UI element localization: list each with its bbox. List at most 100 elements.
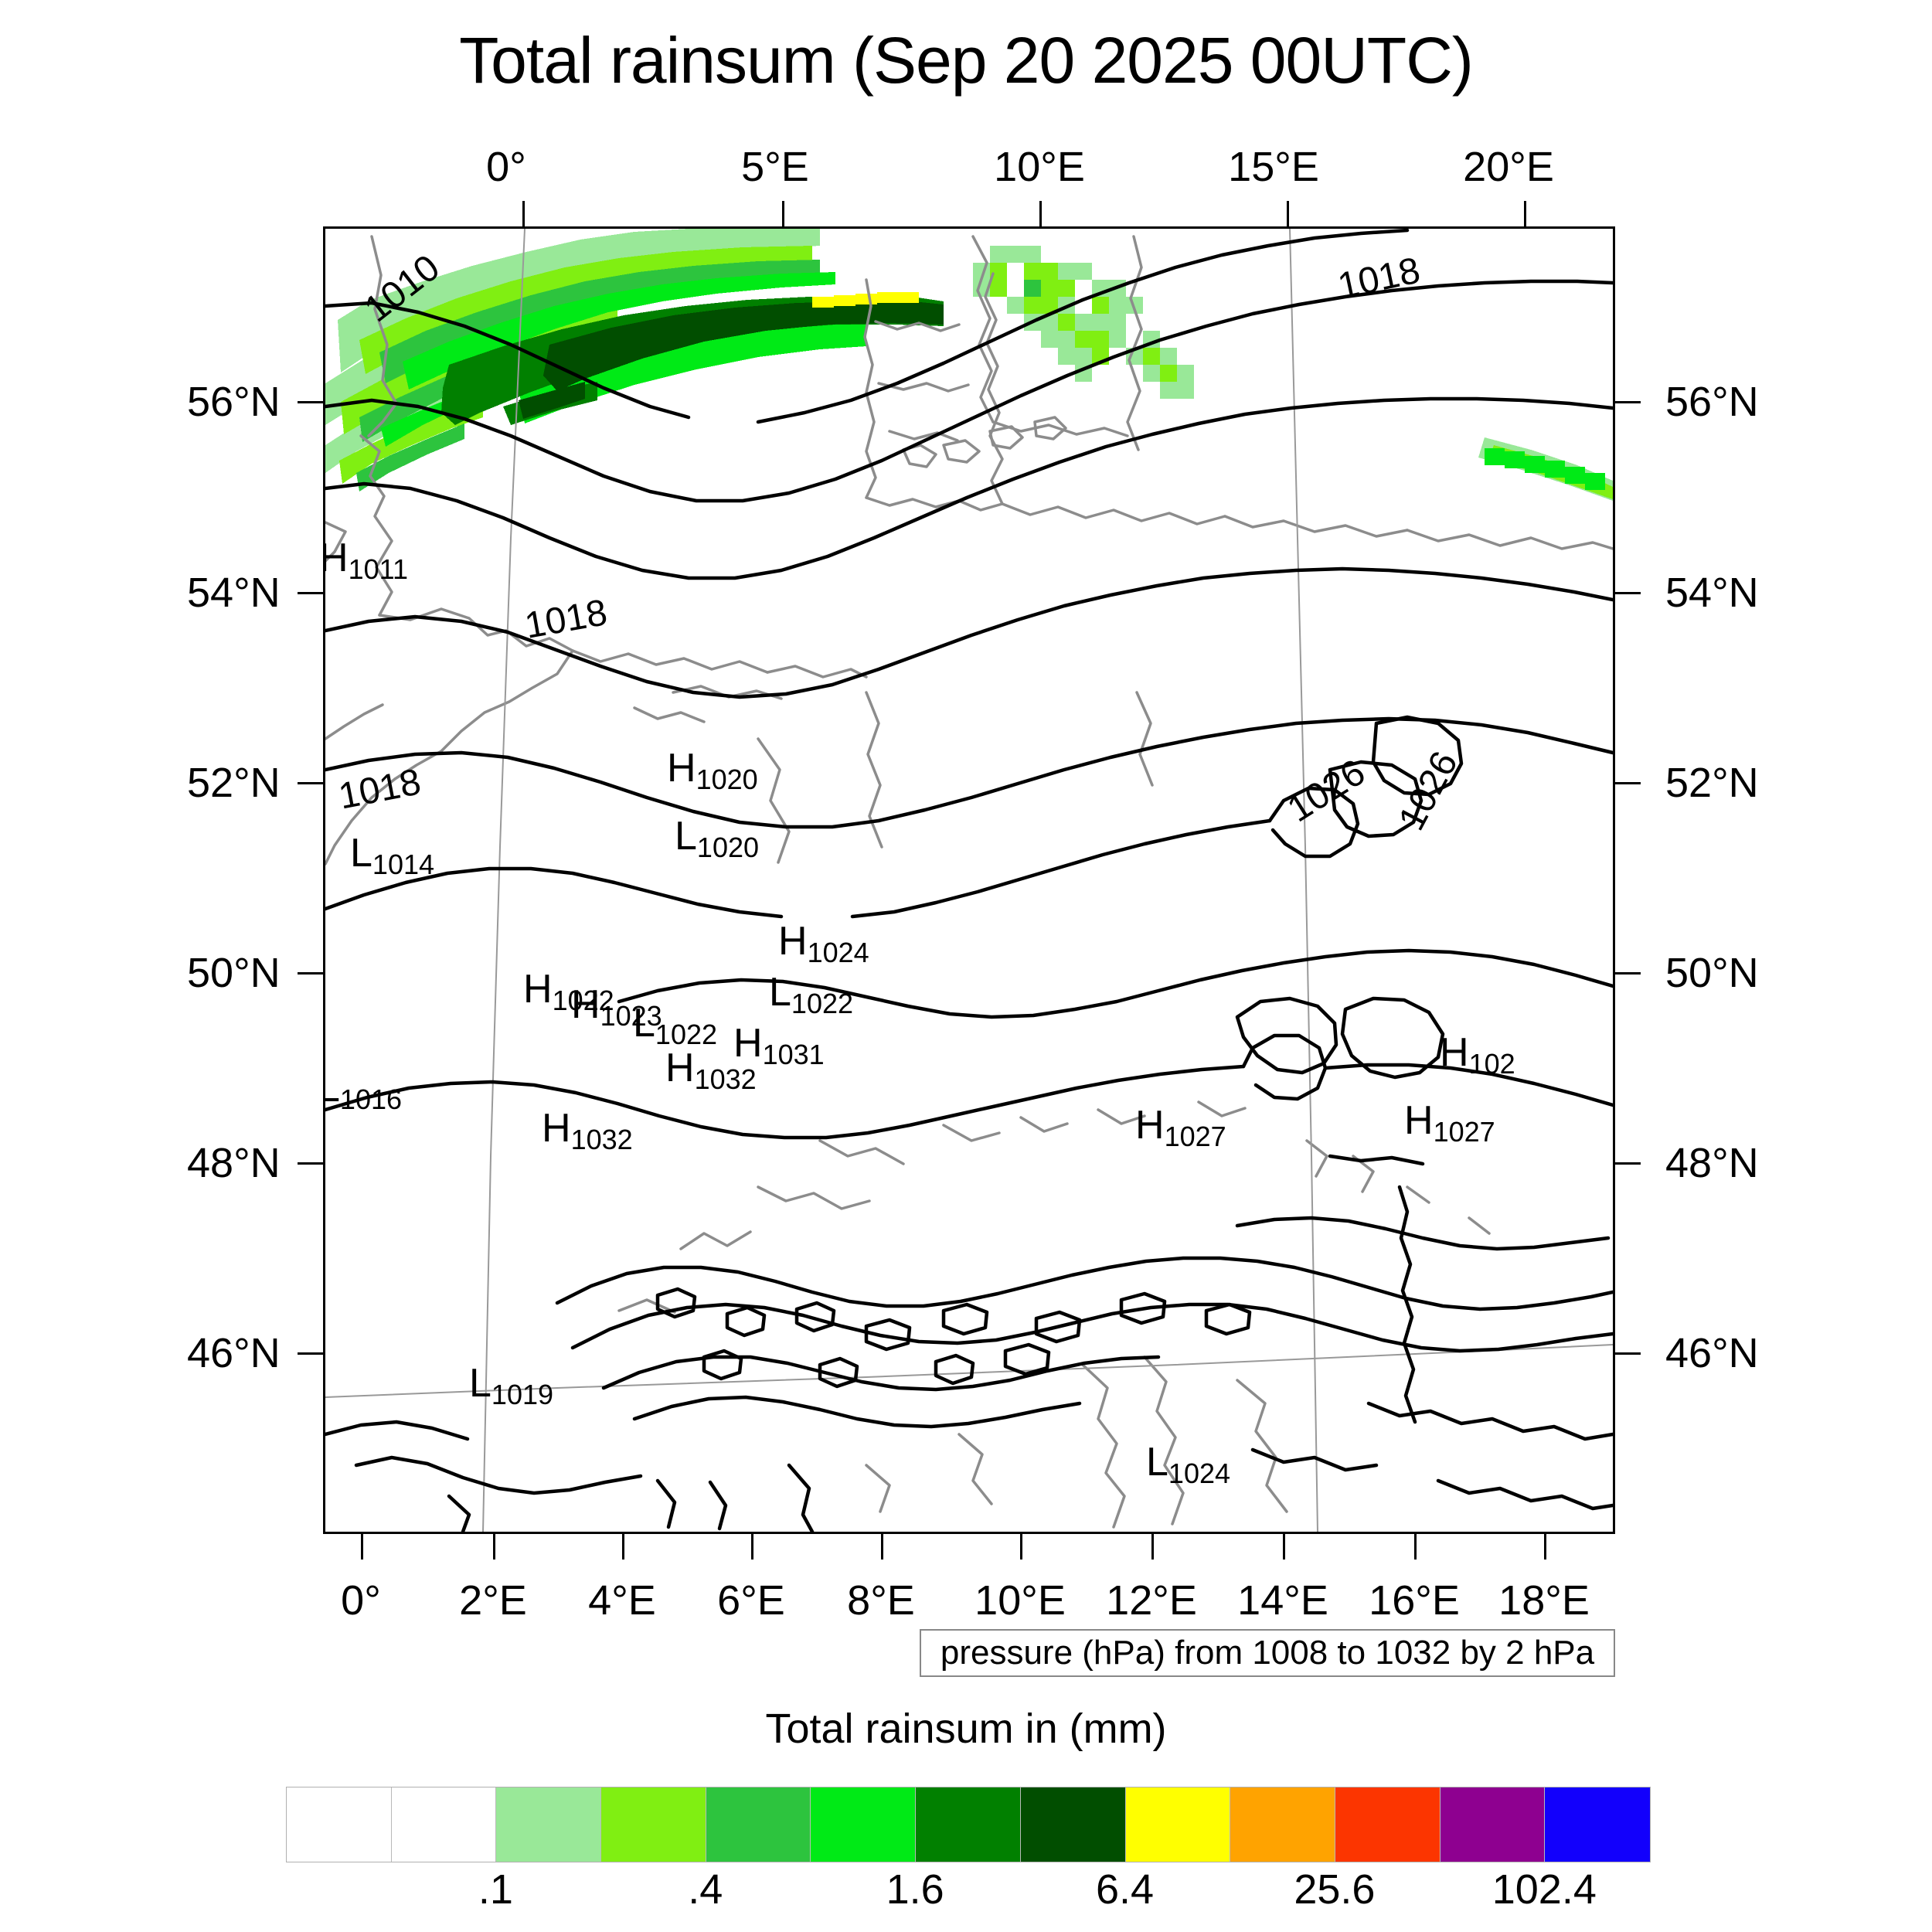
colorbar-segment (706, 1787, 811, 1862)
page-title: Total rainsum (Sep 20 2025 00UTC) (459, 24, 1474, 97)
extremum-value: 1024 (807, 937, 869, 968)
axis-right-tick (1615, 592, 1641, 594)
extremum-label-H1023: H1023 (571, 985, 662, 1030)
axis-left-label-0: 56°N (187, 379, 281, 425)
axis-bottom-tick (1151, 1534, 1154, 1560)
axis-right-label-0: 56°N (1665, 379, 1759, 425)
axis-left-tick (298, 1352, 323, 1355)
extremum-label-H102-clipped: H102 (1440, 1032, 1515, 1078)
colorbar-segment (1020, 1787, 1126, 1862)
extremum-value: 1011 (348, 553, 408, 585)
axis-bottom-tick (493, 1534, 495, 1560)
axis-bottom-label-2: 4°E (588, 1577, 656, 1624)
axis-top-tick (1287, 201, 1289, 226)
extremum-type: L (1146, 1440, 1168, 1485)
extremum-value: 1016 (339, 1083, 403, 1115)
axis-bottom-label-3: 6°E (717, 1577, 785, 1624)
extremum-value: 1022 (791, 988, 854, 1019)
colorbar[interactable] (286, 1787, 1651, 1862)
extremum-type: H (667, 746, 696, 791)
axis-left-label-1: 54°N (187, 570, 281, 616)
axis-bottom-tick (361, 1534, 363, 1560)
extremum-type: H (523, 967, 553, 1012)
axis-bottom-tick (1283, 1534, 1285, 1560)
axis-top-tick (522, 201, 525, 226)
extremum-label-H1027-west: H1027 (1135, 1105, 1226, 1151)
colorbar-segment (1230, 1787, 1335, 1862)
axis-bottom-label-7: 14°E (1237, 1577, 1328, 1624)
axis-right-tick (1615, 401, 1641, 403)
extremum-label-L1016: L1016 (325, 1066, 403, 1115)
pressure-legend-text: pressure (hPa) from 1008 to 1032 by 2 hP… (940, 1634, 1595, 1672)
axis-top-tick (1524, 201, 1526, 226)
axis-top-label-3: 15°E (1228, 144, 1319, 190)
extremum-type: L (469, 1361, 492, 1406)
extremum-label-H1031: H1031 (733, 1023, 825, 1069)
axis-right-label-1: 54°N (1665, 570, 1759, 616)
extremum-label-L1014: L1014 (350, 833, 434, 879)
extremum-type: H (1404, 1098, 1434, 1143)
colorbar-segment (496, 1787, 602, 1862)
map-plot-area[interactable]: 1010 1018 1018 1018 1026 1026 H1011 L101… (323, 226, 1615, 1534)
extremum-value: 1027 (1164, 1121, 1226, 1152)
colorbar-segment (1440, 1787, 1546, 1862)
extremum-value: 1014 (372, 849, 435, 880)
axis-top-label-4: 20°E (1463, 144, 1554, 190)
colorbar-segment (916, 1787, 1021, 1862)
axis-bottom-tick (1020, 1534, 1022, 1560)
extremum-type: H (571, 982, 600, 1027)
axis-right-label-2: 52°N (1665, 760, 1759, 806)
axis-top-label-0: 0° (486, 144, 526, 190)
extremum-label-H1020: H1020 (667, 748, 758, 794)
extremum-type: L (633, 1001, 655, 1046)
extremum-value: 1032 (570, 1124, 633, 1155)
colorbar-segment (1125, 1787, 1231, 1862)
axis-top-tick (782, 201, 784, 226)
axis-top-label-2: 10°E (994, 144, 1085, 190)
extremum-value: 1027 (1433, 1116, 1495, 1148)
extremum-type: L (325, 1066, 340, 1111)
axis-right-label-4: 48°N (1665, 1140, 1759, 1186)
extremum-value: 1022 (655, 1019, 718, 1050)
pressure-legend-box: pressure (hPa) from 1008 to 1032 by 2 hP… (920, 1629, 1615, 1677)
isobar-layer (325, 229, 1613, 1532)
colorbar-segment (1545, 1787, 1650, 1862)
colorbar-tick-label: 102.4 (1492, 1866, 1597, 1913)
graticule-layer (325, 229, 1613, 1532)
axis-bottom-tick (622, 1534, 624, 1560)
extremum-value: 102 (1468, 1048, 1515, 1080)
axis-left-tick (298, 1162, 323, 1165)
extremum-type: L (769, 970, 791, 1015)
extremum-label-L1022-east: L1022 (769, 972, 853, 1018)
extremum-type: H (1135, 1103, 1165, 1148)
colorbar-title: Total rainsum in (mm) (765, 1706, 1167, 1752)
extremum-label-L1020: L1020 (675, 816, 759, 862)
extremum-label-H1022: H1022 (523, 969, 614, 1015)
axis-bottom-tick (881, 1534, 883, 1560)
extremum-type: H (778, 919, 808, 964)
extremum-label-L1024-bottom: L1024 (1146, 1442, 1230, 1488)
colorbar-tick-label: 1.6 (886, 1866, 944, 1913)
axis-right-tick (1615, 1162, 1641, 1165)
axis-bottom-label-1: 2°E (459, 1577, 527, 1624)
axis-bottom-label-6: 12°E (1106, 1577, 1197, 1624)
extremum-label-H1032-west: H1032 (542, 1108, 633, 1154)
colorbar-tick-label: .4 (688, 1866, 723, 1913)
extremum-label-L1019: L1019 (469, 1363, 553, 1409)
colorbar-segment (601, 1787, 706, 1862)
axis-bottom-label-4: 8°E (847, 1577, 915, 1624)
axis-bottom-tick (1544, 1534, 1546, 1560)
extremum-type: H (665, 1046, 695, 1090)
colorbar-segment (811, 1787, 917, 1862)
extremum-label-H1027-east: H1027 (1404, 1100, 1495, 1146)
axis-left-label-4: 48°N (187, 1140, 281, 1186)
extremum-value: 1023 (600, 1000, 662, 1032)
axis-bottom-label-9: 18°E (1498, 1577, 1590, 1624)
colorbar-tick-label: 6.4 (1095, 1866, 1155, 1913)
axis-right-label-3: 50°N (1665, 950, 1759, 996)
extremum-type: H (733, 1021, 763, 1066)
extremum-value: 1024 (1168, 1458, 1231, 1489)
extremum-value: 1020 (696, 832, 760, 863)
axis-bottom-tick (1414, 1534, 1417, 1560)
